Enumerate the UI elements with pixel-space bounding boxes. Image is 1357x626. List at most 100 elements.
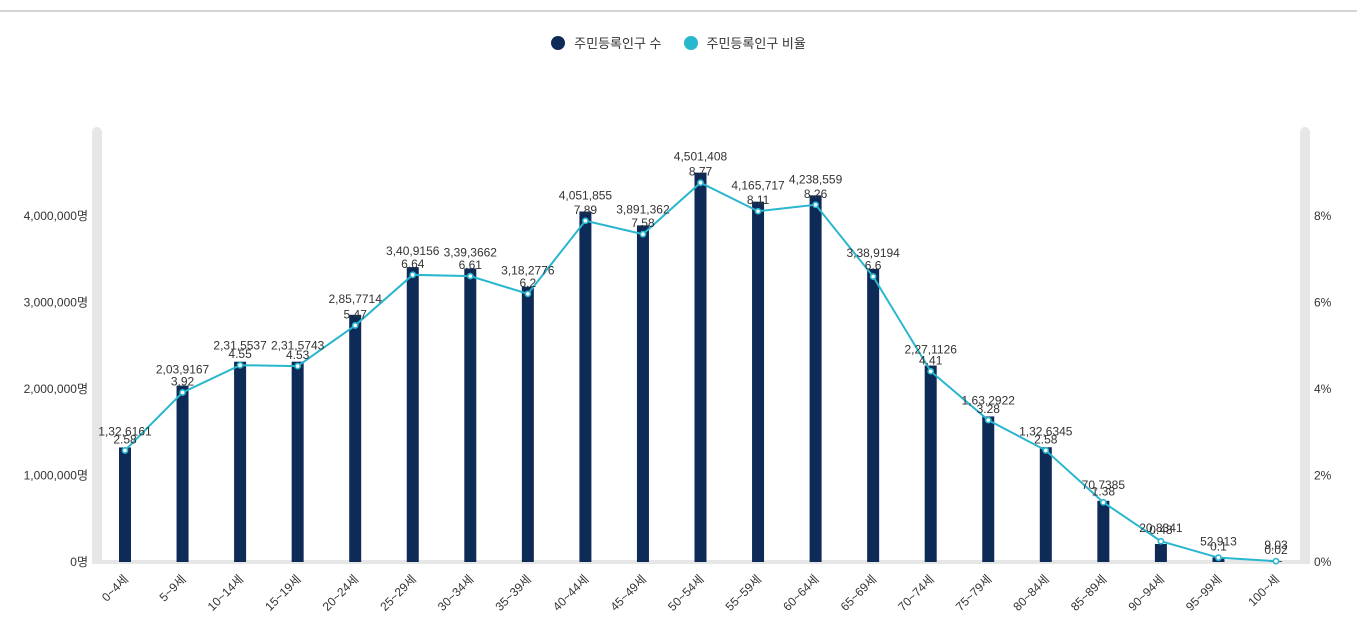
line-data-label: 4.53: [286, 348, 310, 362]
line-data-label: 3.28: [977, 402, 1001, 416]
ratio-point: [927, 367, 935, 375]
y-right-tick-label: 4%: [1314, 382, 1332, 396]
line-data-label: 7.58: [631, 216, 655, 230]
y-right-tick-label: 0%: [1314, 555, 1332, 569]
x-tick-label: 70~74세: [895, 572, 937, 614]
ratio-point: [984, 416, 992, 424]
bar-data-label: 1,32,6161: [98, 424, 152, 438]
legend-count-label: 주민등록인구 수: [574, 36, 662, 51]
ratio-point: [1272, 557, 1280, 565]
x-tick-label: 50~54세: [665, 572, 707, 614]
ratio-point: [409, 271, 417, 279]
bar: [521, 286, 534, 562]
x-tick-label: 10~14세: [205, 572, 247, 614]
x-tick-label: 90~94세: [1125, 572, 1167, 614]
x-tick-label: 35~39세: [492, 572, 534, 614]
y-left-tick-label: 4,000,000명: [24, 209, 88, 223]
x-tick-label: 85~89세: [1068, 572, 1110, 614]
line-data-label: 0.02: [1264, 543, 1288, 557]
ratio-point: [1042, 447, 1050, 454]
line-data-label: 2.58: [1034, 432, 1058, 446]
bar: [291, 361, 304, 562]
line-data-label: 4.41: [919, 353, 943, 367]
x-tick-label: 25~29세: [377, 572, 419, 614]
x-tick-label: 75~79세: [953, 572, 995, 614]
bar-data-label: 4,051,855: [559, 189, 613, 203]
bar-data-label: 3,18,2776: [501, 264, 555, 278]
x-tick-label: 15~19세: [262, 572, 304, 614]
left-scroll-track[interactable]: [92, 127, 102, 563]
bar: [464, 268, 477, 562]
bar: [1154, 543, 1167, 562]
x-tick-label: 55~59세: [723, 572, 765, 614]
right-scroll-track[interactable]: [1300, 127, 1310, 563]
bar-data-label: 2,31,5743: [271, 339, 325, 353]
x-tick-label: 100~세: [1245, 572, 1282, 609]
y-right-tick-label: 2%: [1314, 469, 1332, 483]
ratio-point: [1099, 498, 1107, 506]
bar: [924, 365, 937, 562]
line-data-label: 0.48: [1149, 523, 1173, 537]
bar: [234, 361, 247, 562]
ratio-point: [812, 201, 819, 209]
y-right-tick-label: 6%: [1314, 296, 1332, 310]
ratio-point: [351, 322, 359, 329]
line-data-label: 1.38: [1092, 484, 1116, 498]
legend-count-dot: [551, 35, 566, 50]
bar: [694, 172, 707, 562]
ratio-point: [294, 362, 302, 370]
x-tick-label: 30~34세: [435, 572, 477, 614]
x-tick-label: 0~4세: [99, 572, 131, 604]
bar: [1039, 447, 1052, 562]
bar-data-label: 9,03: [1264, 538, 1288, 552]
line-data-label: 4.55: [228, 347, 252, 361]
line-data-label: 8.26: [804, 187, 828, 201]
bar-data-label: 2,03,9167: [156, 363, 210, 377]
bar: [867, 268, 880, 562]
bar-data-label: 4,501,408: [674, 150, 728, 164]
ratio-point: [524, 290, 532, 298]
bar-data-label: 4,238,559: [789, 172, 843, 186]
legend-item-ratio[interactable]: 주민등록인구 비율: [683, 33, 806, 52]
line-data-label: 6.64: [401, 257, 425, 271]
bar-data-label: 3,39,3662: [444, 245, 498, 259]
legend-ratio-label: 주민등록인구 비율: [706, 36, 806, 51]
bar-data-label: 20,8341: [1139, 521, 1183, 535]
line-data-label: 5.47: [344, 307, 368, 321]
bar-data-label: 2,85,7714: [329, 292, 383, 306]
x-tick-label: 65~69세: [838, 572, 880, 614]
bar-data-label: 3,891,362: [616, 202, 670, 216]
bar: [636, 225, 649, 562]
line-data-label: 6.61: [459, 258, 483, 272]
y-left-tick-label: 1,000,000명: [24, 469, 88, 483]
line-data-label: 6.6: [865, 259, 882, 273]
x-tick-label: 40~44세: [550, 572, 592, 614]
x-tick-label: 60~64세: [780, 572, 822, 614]
bar: [119, 447, 131, 562]
bar-series: [119, 172, 1282, 563]
line-data-label: 7.89: [574, 203, 598, 217]
bar-data-label: 3,38,9194: [846, 246, 900, 260]
line-data-label: 8.77: [689, 165, 713, 179]
bar: [1097, 500, 1110, 562]
bar: [406, 267, 419, 562]
x-tick-label: 5~9세: [157, 572, 189, 604]
y-left-tick-label: 2,000,000명: [24, 382, 88, 396]
y-left-axis: 0명 1,000,000명 2,000,000명 3,000,000명 4,000,00…: [24, 209, 88, 569]
x-tick-label: 45~49세: [608, 572, 650, 614]
x-axis: 0~4세 5~9세 10~14세 15~19세 20~24세 25~29세 30~34세 35…: [99, 572, 1282, 614]
ratio-point: [121, 447, 129, 454]
top-divider: [0, 10, 1357, 12]
line-data-label: 2.58: [113, 432, 137, 446]
ratio-point: [582, 217, 589, 225]
line-data-label: 6.2: [520, 276, 537, 290]
ratio-point: [236, 361, 244, 369]
legend-item-count[interactable]: 주민등록인구 수: [551, 33, 662, 52]
x-tick-label: 80~84세: [1010, 572, 1052, 614]
bar: [752, 201, 765, 563]
line-data-label: 8.11: [747, 193, 770, 207]
bar-data-label: 4,165,717: [731, 179, 785, 193]
bar-data-label: 52,913: [1200, 534, 1237, 548]
